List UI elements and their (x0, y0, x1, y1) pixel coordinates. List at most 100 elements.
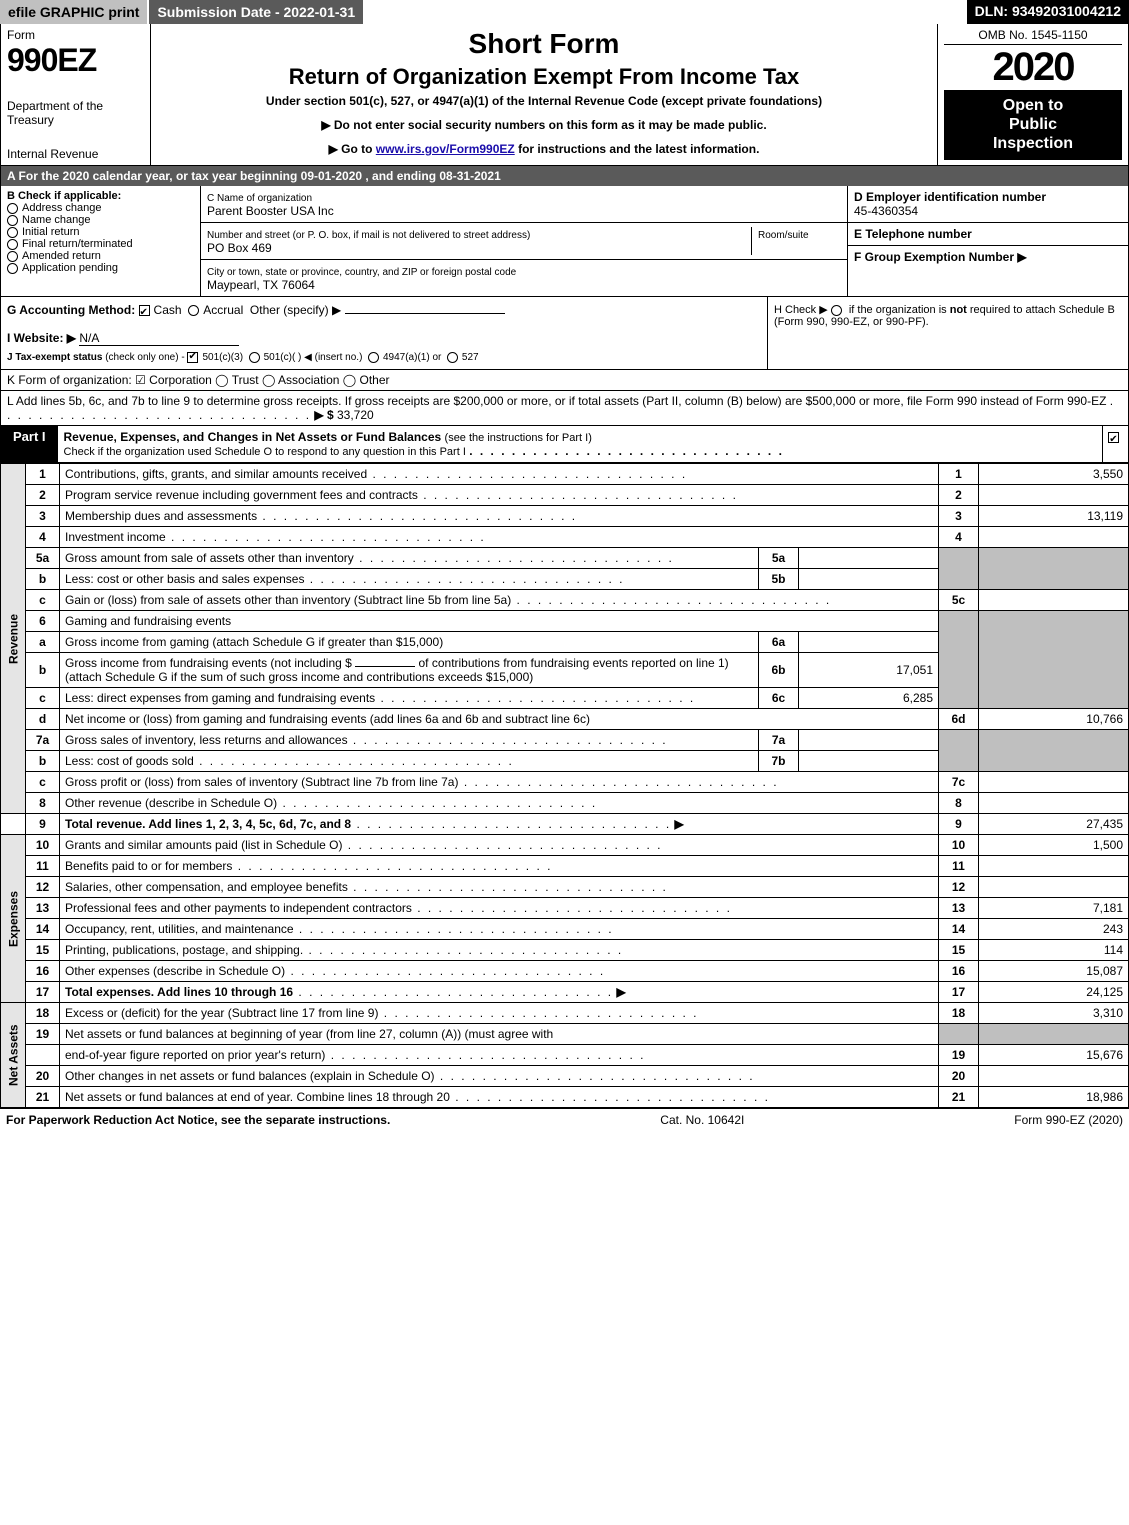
l6a-subval (799, 632, 939, 653)
l12-val (979, 877, 1129, 898)
label-ein: D Employer identification number (854, 190, 1046, 204)
page-footer: For Paperwork Reduction Act Notice, see … (0, 1108, 1129, 1131)
l3-desc: Membership dues and assessments (65, 509, 257, 523)
side-expenses: Expenses (1, 835, 26, 1003)
l5a-desc: Gross amount from sale of assets other t… (65, 551, 354, 565)
chk-527[interactable] (447, 352, 458, 363)
box-c: C Name of organization Parent Booster US… (201, 186, 848, 296)
j-note: (check only one) - (105, 352, 184, 363)
chk-schedule-o[interactable] (1108, 432, 1119, 443)
form-header: Form 990EZ Department of the Treasury In… (0, 24, 1129, 166)
l16-val: 15,087 (979, 961, 1129, 982)
l13-ref: 13 (939, 898, 979, 919)
dots-icon (303, 943, 623, 957)
l13-val: 7,181 (979, 898, 1129, 919)
grey-19-val (979, 1024, 1129, 1045)
l4-desc: Investment income (65, 530, 166, 544)
l6-num: 6 (26, 611, 60, 632)
l7b-subval (799, 751, 939, 772)
inspect-1: Open to (1003, 97, 1063, 114)
l19-num: 19 (26, 1024, 60, 1045)
l9-arrow: ▶ (675, 817, 684, 831)
l6b-sub: 6b (759, 653, 799, 688)
l7b-num: b (26, 751, 60, 772)
l20-desc: Other changes in net assets or fund bala… (65, 1069, 435, 1083)
l10-desc: Grants and similar amounts paid (list in… (65, 838, 342, 852)
subtitle: Under section 501(c), 527, or 4947(a)(1)… (157, 94, 931, 108)
goto-line: ▶ Go to www.irs.gov/Form990EZ for instru… (157, 142, 931, 156)
l6a-num: a (26, 632, 60, 653)
chk-name-change[interactable] (7, 215, 18, 226)
l21-desc: Net assets or fund balances at end of ye… (65, 1090, 450, 1104)
irs-link[interactable]: www.irs.gov/Form990EZ (376, 142, 515, 156)
row-a-tax-year: A For the 2020 calendar year, or tax yea… (0, 166, 1129, 186)
l15-val: 114 (979, 940, 1129, 961)
side-revenue: Revenue (1, 464, 26, 814)
chk-amended[interactable] (7, 251, 18, 262)
l1-ref: 1 (939, 464, 979, 485)
grey-7ab (939, 730, 979, 772)
l6b-subval: 17,051 (799, 653, 939, 688)
j-4947: 4947(a)(1) or (383, 352, 441, 363)
inspect-2: Public (1009, 116, 1057, 133)
l6b-blank[interactable] (355, 666, 415, 667)
j-527: 527 (462, 352, 479, 363)
l1-val: 3,550 (979, 464, 1129, 485)
l5a-sub: 5a (759, 548, 799, 569)
l-text: L Add lines 5b, 6c, and 7b to line 9 to … (7, 394, 1106, 408)
dots-icon (458, 775, 778, 789)
chk-address-change[interactable] (7, 203, 18, 214)
dots-icon (351, 817, 671, 831)
top-bar: efile GRAPHIC print Submission Date - 20… (0, 0, 1129, 24)
l6d-desc: Net income or (loss) from gaming and fun… (60, 709, 939, 730)
chk-app-pending[interactable] (7, 263, 18, 274)
opt-final-return: Final return/terminated (22, 238, 133, 250)
dots-icon (418, 488, 738, 502)
l17-arrow: ▶ (616, 985, 625, 999)
g-label: G Accounting Method: (7, 303, 135, 317)
l7a-subval (799, 730, 939, 751)
l12-ref: 12 (939, 877, 979, 898)
efile-print[interactable]: efile GRAPHIC print (0, 0, 149, 24)
chk-accrual[interactable] (188, 305, 199, 316)
box-d-e-f: D Employer identification number 45-4360… (848, 186, 1128, 296)
chk-cash[interactable] (139, 305, 150, 316)
l-arrow: ▶ $ (314, 408, 337, 422)
chk-501c[interactable] (249, 352, 260, 363)
l3-ref: 3 (939, 506, 979, 527)
l6d-num: d (26, 709, 60, 730)
chk-initial-return[interactable] (7, 227, 18, 238)
l8-ref: 8 (939, 793, 979, 814)
chk-4947[interactable] (368, 352, 379, 363)
part1-checkbox-cell (1102, 426, 1128, 462)
l11-val (979, 856, 1129, 877)
dots-icon (194, 754, 514, 768)
opt-amended: Amended return (22, 250, 101, 262)
chk-501c3[interactable] (187, 352, 198, 363)
l1-num: 1 (26, 464, 60, 485)
l11-num: 11 (26, 856, 60, 877)
l8-desc: Other revenue (describe in Schedule O) (65, 796, 277, 810)
l5a-num: 5a (26, 548, 60, 569)
l7c-val (979, 772, 1129, 793)
chk-final-return[interactable] (7, 239, 18, 250)
side-blank-9 (1, 814, 26, 835)
grey-5ab (939, 548, 979, 590)
footer-right: Form 990-EZ (2020) (1014, 1113, 1123, 1127)
g-other-line[interactable] (345, 313, 505, 314)
label-city: City or town, state or province, country… (207, 267, 516, 278)
ein-value: 45-4360354 (854, 204, 918, 218)
dots-icon (435, 1069, 755, 1083)
grey-7ab-val (979, 730, 1129, 772)
l5c-ref: 5c (939, 590, 979, 611)
opt-address-change: Address change (22, 202, 102, 214)
label-room: Room/suite (758, 230, 809, 241)
l16-num: 16 (26, 961, 60, 982)
j-501c: 501(c)( ) ◀ (insert no.) (264, 352, 363, 363)
chk-h[interactable] (831, 305, 842, 316)
l18-val: 3,310 (979, 1003, 1129, 1024)
l18-num: 18 (26, 1003, 60, 1024)
tax-year: 2020 (944, 45, 1122, 90)
inspect-3: Inspection (993, 135, 1073, 152)
header-center: Short Form Return of Organization Exempt… (151, 24, 938, 165)
